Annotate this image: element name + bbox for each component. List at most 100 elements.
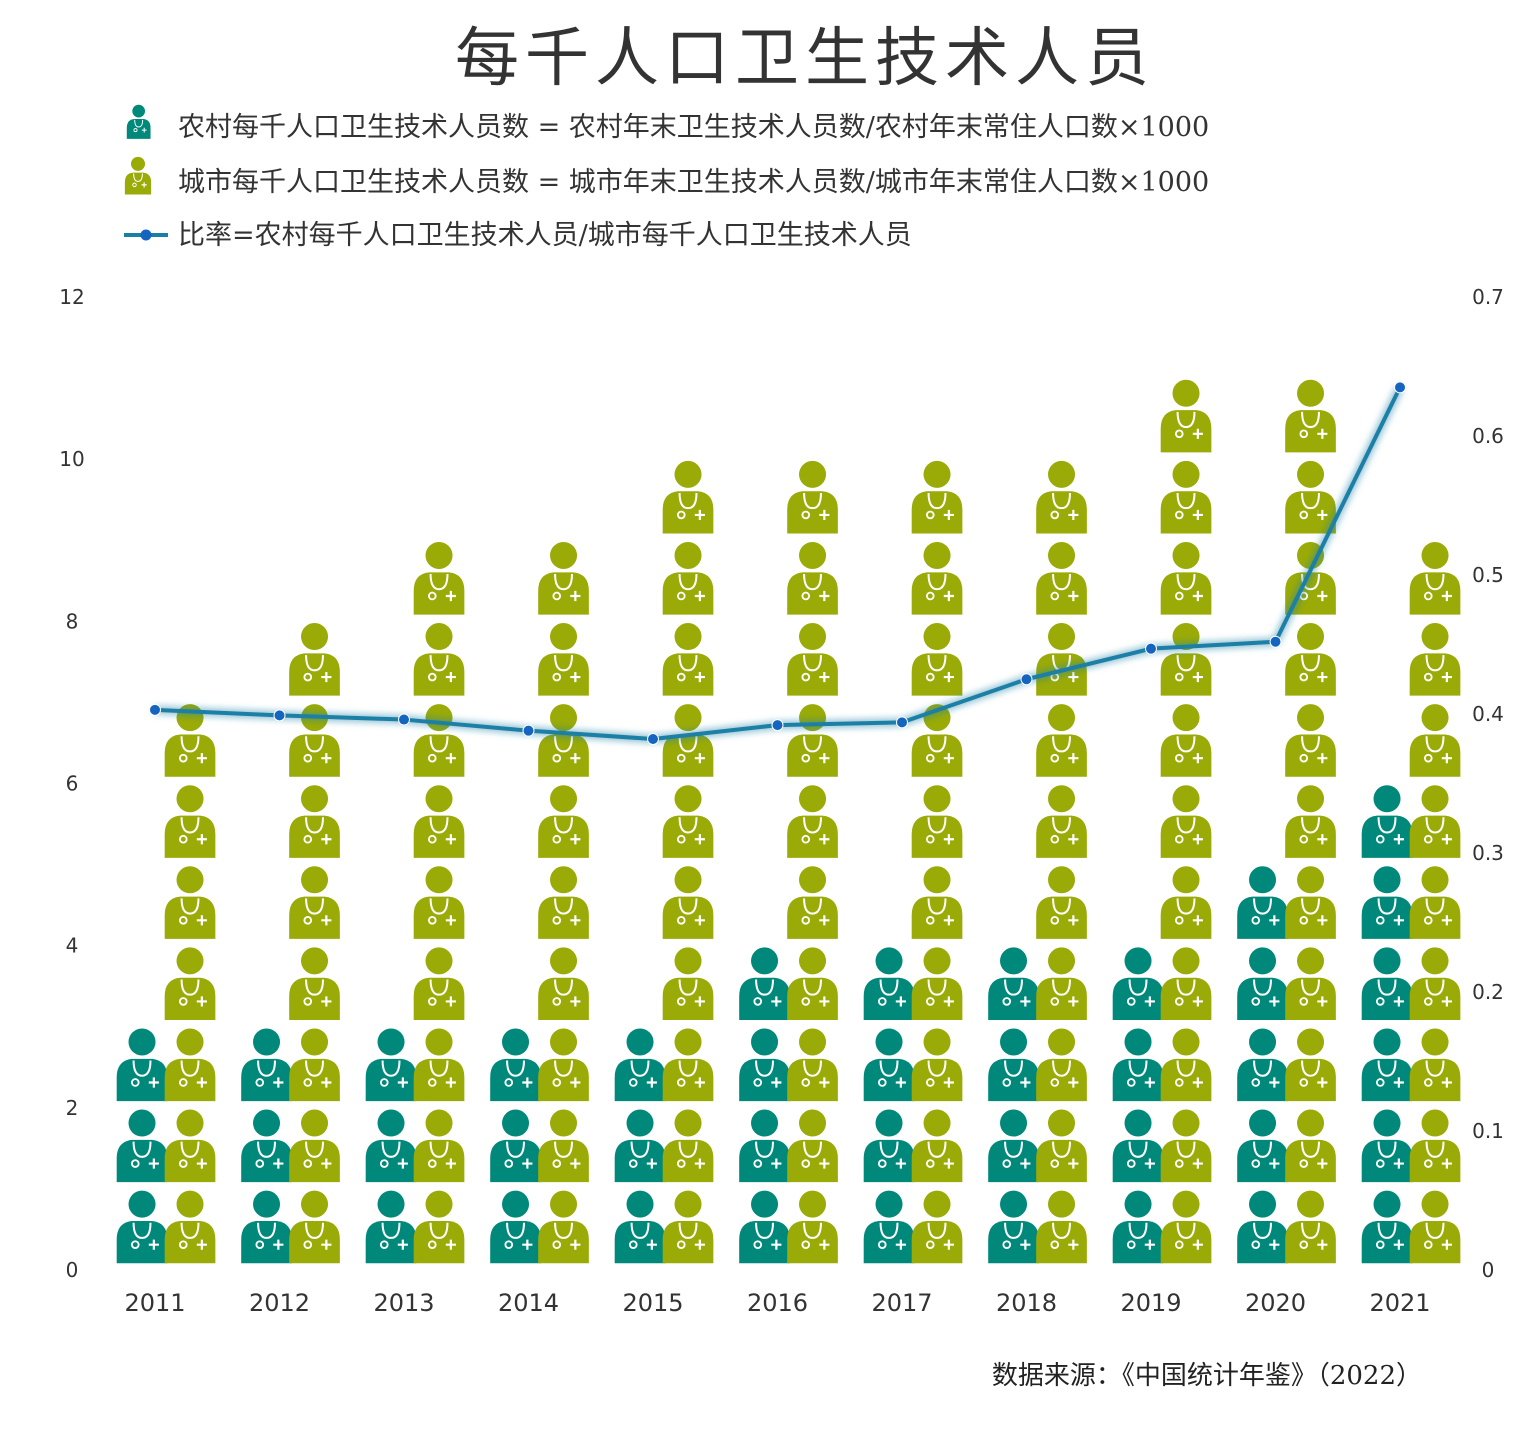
bar-rural — [1112, 947, 1164, 1264]
x-tick-label: 2013 — [373, 1289, 434, 1317]
x-axis: 2011 2012 2013 2014 2015 2016 2017 2018 2019 2020… — [124, 1289, 1430, 1317]
legend-icon-rural — [126, 104, 151, 139]
person-icon — [365, 1190, 417, 1264]
ratio-point — [771, 719, 784, 732]
person-icon — [863, 947, 915, 1020]
person-icon — [413, 785, 465, 858]
bar-urban — [787, 460, 838, 1264]
person-icon — [663, 380, 714, 453]
y-axis-left: 0 2 4 6 8 10 12 — [59, 285, 84, 1282]
person-icon — [1160, 460, 1212, 534]
person-icon — [1237, 947, 1288, 1020]
person-icon — [538, 1190, 589, 1264]
bar-urban — [289, 542, 340, 1264]
bar-urban — [662, 380, 714, 1264]
person-icon — [1285, 379, 1336, 453]
person-icon — [116, 1028, 168, 1102]
y-left-tick-label: 10 — [59, 447, 84, 471]
person-icon — [1285, 1028, 1336, 1102]
person-icon — [739, 866, 790, 939]
legend-label-rural: 农村每千人口卫生技术人员数 = 农村年末卫生技术人员数/农村年末常住人口数×10… — [178, 112, 1209, 143]
person-icon — [787, 866, 838, 939]
person-icon — [911, 541, 963, 615]
person-icon — [289, 866, 340, 939]
ratio-point — [647, 733, 659, 746]
person-icon — [1410, 461, 1461, 534]
ratio-point — [1020, 673, 1033, 686]
person-icon — [1036, 1190, 1087, 1264]
person-icon — [1036, 947, 1087, 1020]
person-icon — [614, 1028, 666, 1102]
y-axis-right: 0 0.1 0.2 0.3 0.4 0.5 0.6 0.7 — [1472, 285, 1504, 1282]
bar-rural — [116, 947, 168, 1264]
x-tick-label: 2019 — [1120, 1289, 1181, 1317]
bar-rural — [1237, 866, 1288, 1264]
person-icon — [365, 1109, 417, 1183]
bar-urban — [911, 460, 963, 1264]
legend-line-marker — [140, 229, 152, 241]
person-icon — [413, 1028, 465, 1102]
person-icon — [1112, 1028, 1164, 1102]
person-icon — [124, 156, 152, 195]
person-icon — [911, 623, 963, 696]
ratio-point — [1269, 635, 1282, 648]
x-tick-label: 2012 — [249, 1289, 310, 1317]
person-icon — [413, 947, 465, 1020]
y-right-tick-label: 0.4 — [1472, 702, 1504, 726]
y-right-tick-label: 0.5 — [1472, 563, 1504, 587]
person-icon — [164, 947, 216, 1020]
person-icon — [289, 542, 340, 615]
person-icon — [787, 1190, 838, 1264]
x-tick-label: 2018 — [996, 1289, 1057, 1317]
person-icon — [116, 1190, 168, 1264]
person-icon — [126, 104, 151, 139]
x-tick-label: 2015 — [622, 1289, 683, 1317]
person-icon — [787, 704, 838, 777]
ratio-line-path — [154, 386, 1402, 742]
person-icon — [911, 947, 963, 1020]
bar-urban — [1285, 379, 1336, 1264]
person-icon — [164, 704, 216, 777]
person-icon — [739, 947, 790, 1020]
person-icon — [1160, 379, 1212, 453]
person-icon — [988, 1028, 1039, 1102]
person-icon — [1409, 1109, 1461, 1183]
person-icon — [787, 1109, 838, 1183]
person-icon — [1160, 947, 1212, 1020]
person-icon — [1160, 623, 1212, 696]
bar-urban — [413, 461, 465, 1264]
person-icon — [1361, 947, 1413, 1020]
y-right-tick-label: 0.6 — [1472, 424, 1504, 448]
person-icon — [1036, 1109, 1087, 1183]
person-icon — [1285, 947, 1336, 1020]
person-icon — [988, 866, 1039, 939]
person-icon — [1160, 1190, 1212, 1264]
person-icon — [1036, 785, 1087, 858]
bar-rural — [614, 947, 666, 1264]
person-icon — [615, 947, 666, 1020]
person-icon — [414, 461, 465, 534]
person-icon — [117, 947, 168, 1020]
person-icon — [116, 1109, 168, 1183]
person-icon — [662, 785, 714, 858]
y-left-tick-label: 8 — [66, 609, 79, 633]
bar-urban — [1160, 379, 1212, 1264]
data-source: 数据来源：《中国统计年鉴》（2022） — [992, 1361, 1422, 1391]
person-icon — [662, 1190, 714, 1264]
ratio-point — [896, 716, 908, 729]
person-icon — [241, 1190, 292, 1264]
person-icon — [1237, 866, 1288, 939]
person-icon — [787, 947, 838, 1020]
person-icon — [413, 541, 465, 615]
person-icon — [538, 1109, 589, 1183]
person-icon — [1409, 541, 1461, 615]
person-icon — [988, 947, 1039, 1020]
person-icon — [787, 541, 838, 615]
person-icon — [1036, 460, 1087, 534]
person-icon — [662, 460, 714, 534]
person-icon — [911, 785, 963, 858]
person-icon — [1036, 1028, 1087, 1102]
person-icon — [538, 461, 589, 534]
y-right-tick-label: 0.1 — [1472, 1119, 1504, 1143]
